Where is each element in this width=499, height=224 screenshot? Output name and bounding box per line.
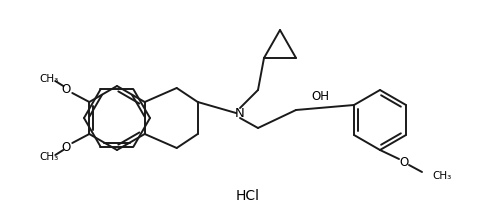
Text: N: N	[235, 106, 245, 119]
Text: O: O	[62, 82, 71, 95]
Text: O: O	[399, 155, 409, 168]
Text: HCl: HCl	[236, 189, 260, 203]
Text: CH₃: CH₃	[432, 171, 451, 181]
Text: CH₃: CH₃	[39, 152, 59, 162]
Text: CH₃: CH₃	[39, 74, 59, 84]
Text: O: O	[62, 140, 71, 153]
Text: OH: OH	[311, 90, 329, 103]
